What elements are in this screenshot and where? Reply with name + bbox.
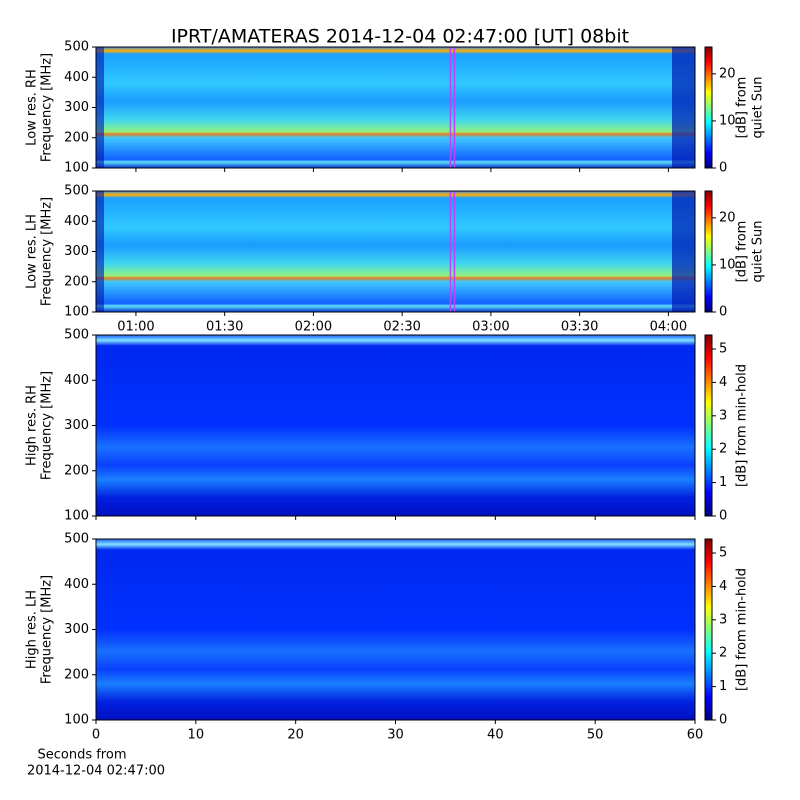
colorbar-label: quiet Sun: [751, 220, 766, 282]
colorbar: [704, 334, 713, 517]
x-axis-label: Seconds from: [37, 748, 126, 763]
colorbar-tick-label: 5: [719, 342, 727, 357]
y-tick-label: 500: [64, 40, 89, 55]
colorbar-label: [dB] from min-hold: [735, 364, 750, 487]
colorbar-tick-label: 5: [719, 546, 727, 561]
no-data-strip: [672, 47, 695, 168]
figure-title: IPRT/AMATERAS 2014-12-04 02:47:00 [UT] 0…: [171, 26, 629, 48]
y-tick-label: 300: [64, 100, 89, 115]
x-axis-label: 2014-12-04 02:47:00: [27, 764, 165, 779]
y-tick-label: 400: [64, 214, 89, 229]
colorbar-tick-label: 2: [719, 442, 727, 457]
y-axis-label: Low res. LH: [25, 214, 40, 289]
y-axis-label: Low res. RH: [25, 69, 40, 146]
no-data-strip: [96, 191, 104, 312]
y-tick-label: 200: [64, 130, 89, 145]
spectrogram-image: [96, 335, 695, 516]
no-data-strip: [672, 191, 695, 312]
colorbar-tick-label: 10: [719, 113, 736, 128]
spectrogram-image: [96, 47, 695, 168]
colorbar-tick-label: 4: [719, 375, 727, 390]
colorbar-tick-label: 10: [719, 257, 736, 272]
y-tick-label: 400: [64, 373, 89, 388]
y-tick-label: 100: [64, 161, 89, 176]
y-tick-label: 100: [64, 509, 89, 524]
y-tick-label: 300: [64, 244, 89, 259]
colorbar-label: [dB] from min-hold: [735, 568, 750, 691]
x-tick-label: 50: [587, 728, 604, 743]
colorbar-tick-label: 2: [719, 646, 727, 661]
colorbar-label: quiet Sun: [751, 76, 766, 138]
y-axis-label: High res. RH: [25, 385, 40, 466]
y-axis-label: Frequency [MHz]: [40, 53, 55, 162]
x-tick-label: 02:30: [383, 320, 420, 335]
x-tick-label: 01:30: [206, 320, 243, 335]
x-tick-label: 40: [487, 728, 504, 743]
x-tick-label: 03:30: [561, 320, 598, 335]
y-tick-label: 300: [64, 418, 89, 433]
colorbar: [704, 190, 713, 313]
x-tick-label: 30: [387, 728, 404, 743]
x-tick-label: 20: [287, 728, 304, 743]
y-tick-label: 400: [64, 577, 89, 592]
y-axis-label: High res. LH: [25, 590, 40, 669]
y-tick-label: 500: [64, 532, 89, 547]
colorbar-label: [dB] from: [735, 221, 750, 283]
y-tick-label: 500: [64, 328, 89, 343]
y-tick-label: 100: [64, 713, 89, 728]
colorbar: [704, 46, 713, 169]
colorbar-tick-label: 3: [719, 408, 727, 423]
x-tick-label: 03:00: [472, 320, 509, 335]
x-tick-label: 0: [92, 728, 100, 743]
colorbar-tick-label: 0: [719, 161, 727, 176]
x-tick-label: 04:00: [650, 320, 687, 335]
y-tick-label: 200: [64, 274, 89, 289]
y-tick-label: 100: [64, 305, 89, 320]
y-axis-label: Frequency [MHz]: [40, 371, 55, 480]
y-tick-label: 200: [64, 667, 89, 682]
x-tick-label: 01:00: [117, 320, 154, 335]
colorbar: [704, 538, 713, 721]
y-tick-label: 500: [64, 184, 89, 199]
y-tick-label: 200: [64, 463, 89, 478]
y-tick-label: 300: [64, 622, 89, 637]
colorbar-tick-label: 0: [719, 509, 727, 524]
colorbar-tick-label: 1: [719, 679, 727, 694]
colorbar-tick-label: 3: [719, 612, 727, 627]
y-tick-label: 400: [64, 70, 89, 85]
x-tick-label: 60: [687, 728, 704, 743]
x-tick-label: 02:00: [295, 320, 332, 335]
colorbar-tick-label: 20: [719, 210, 736, 225]
y-axis-label: Frequency [MHz]: [40, 197, 55, 306]
colorbar-tick-label: 4: [719, 579, 727, 594]
colorbar-tick-label: 0: [719, 713, 727, 728]
spectrogram-image: [96, 539, 695, 720]
x-tick-label: 10: [188, 728, 205, 743]
y-axis-label: Frequency [MHz]: [40, 575, 55, 684]
no-data-strip: [96, 47, 104, 168]
colorbar-tick-label: 20: [719, 66, 736, 81]
colorbar-label: [dB] from: [735, 77, 750, 139]
colorbar-tick-label: 0: [719, 305, 727, 320]
colorbar-tick-label: 1: [719, 475, 727, 490]
spectrogram-image: [96, 191, 695, 312]
